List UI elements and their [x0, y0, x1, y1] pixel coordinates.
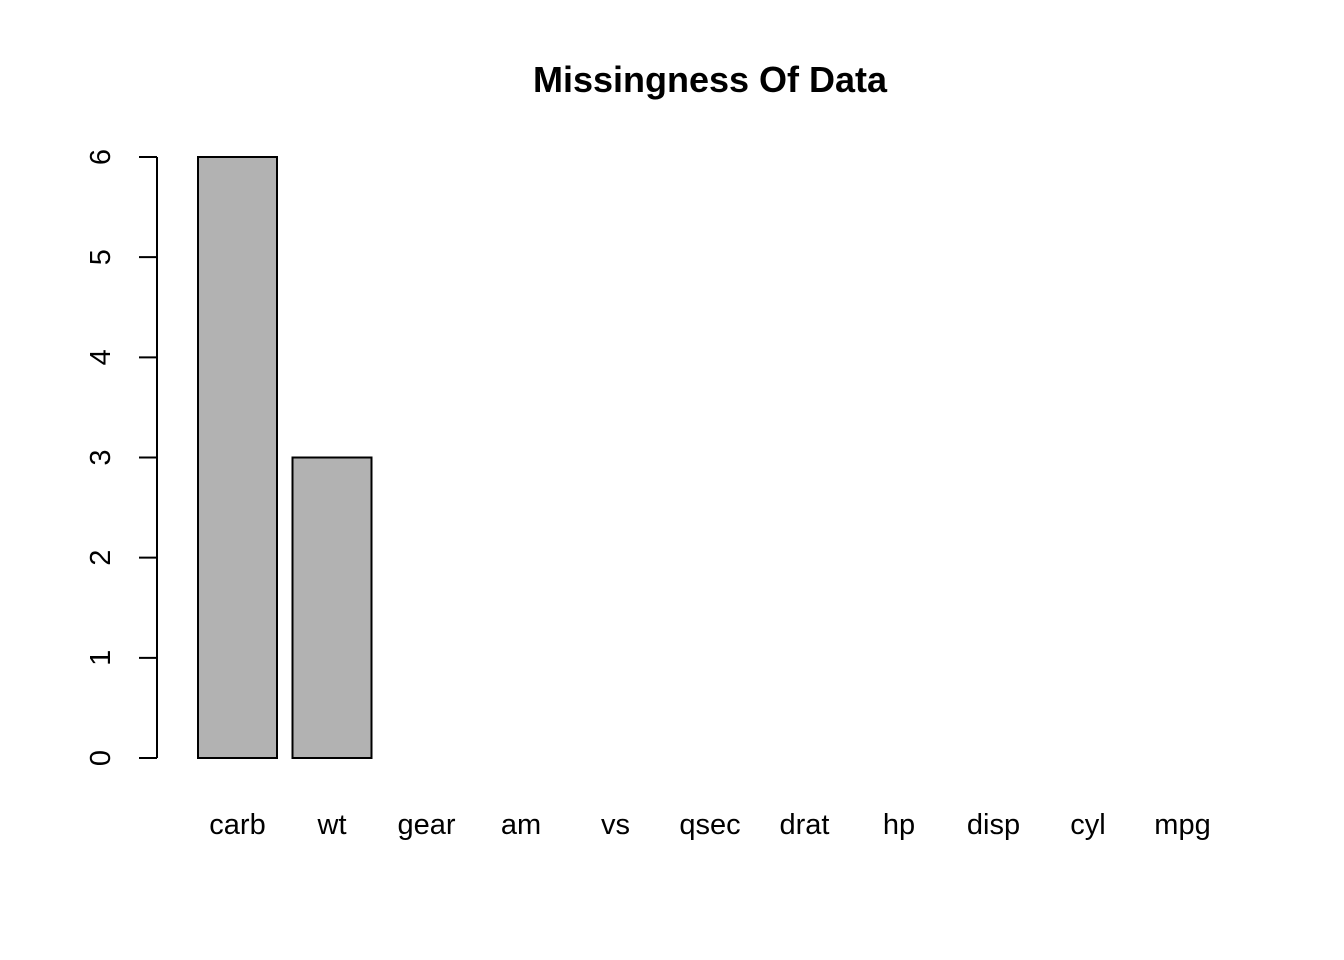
x-tick-label: carb [209, 809, 265, 841]
bars-group [197, 156, 373, 759]
x-tick-label: wt [317, 809, 347, 841]
x-tick-label: hp [883, 809, 915, 841]
x-tick-label: disp [967, 809, 1020, 841]
y-tick-label: 4 [85, 349, 117, 365]
y-tick-label: 1 [85, 650, 117, 666]
y-tick-label: 3 [85, 449, 117, 465]
bar-carb [197, 156, 278, 759]
chart-title: Missingness Of Data [533, 59, 888, 100]
x-axis-labels: carb wt gear am vs qsec drat hp disp cyl mpg [209, 809, 1210, 841]
x-tick-label: cyl [1070, 809, 1105, 841]
x-tick-label: drat [780, 809, 830, 841]
x-tick-label: vs [601, 809, 630, 841]
x-tick-label: am [501, 809, 541, 841]
y-tick-label: 0 [85, 750, 117, 766]
bar-wt [291, 456, 373, 759]
x-tick-label: qsec [679, 809, 740, 841]
y-tick-label: 6 [85, 149, 117, 165]
x-tick-label: mpg [1154, 809, 1210, 841]
y-tick-label: 5 [85, 249, 117, 265]
y-axis: 0 1 2 3 4 5 6 [85, 149, 158, 766]
x-tick-label: gear [397, 809, 455, 841]
y-tick-label: 2 [85, 550, 117, 566]
